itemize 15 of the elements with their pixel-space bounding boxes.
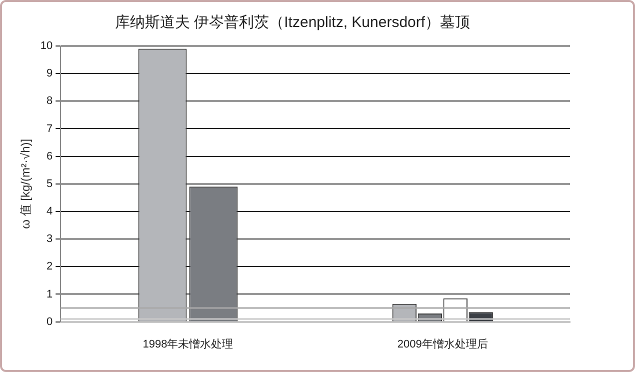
- y-tick-label: 9: [46, 68, 53, 80]
- x-tick-label: 1998年未憎水处理: [142, 337, 234, 350]
- y-tick-label: 4: [46, 206, 53, 218]
- y-tick-label: 1: [46, 288, 53, 300]
- chart-title: 库纳斯道夫 伊岑普利茨（Itzenplitz, Kunersdorf）墓顶: [114, 14, 470, 32]
- y-tick-label: 5: [46, 178, 53, 190]
- y-tick-label: 8: [46, 95, 53, 108]
- x-tick-label: 2009年憎水处理后: [397, 337, 488, 350]
- y-tick-label: 7: [46, 122, 53, 135]
- y-tick-label: 3: [46, 233, 53, 246]
- y-tick-label: 6: [46, 150, 53, 162]
- y-axis-title: ω 值 [kg/(m²·√h)]: [18, 138, 33, 229]
- y-tick-label: 2: [46, 260, 53, 273]
- y-tick-label: 0: [46, 316, 53, 328]
- y-tick-label: 10: [40, 40, 53, 52]
